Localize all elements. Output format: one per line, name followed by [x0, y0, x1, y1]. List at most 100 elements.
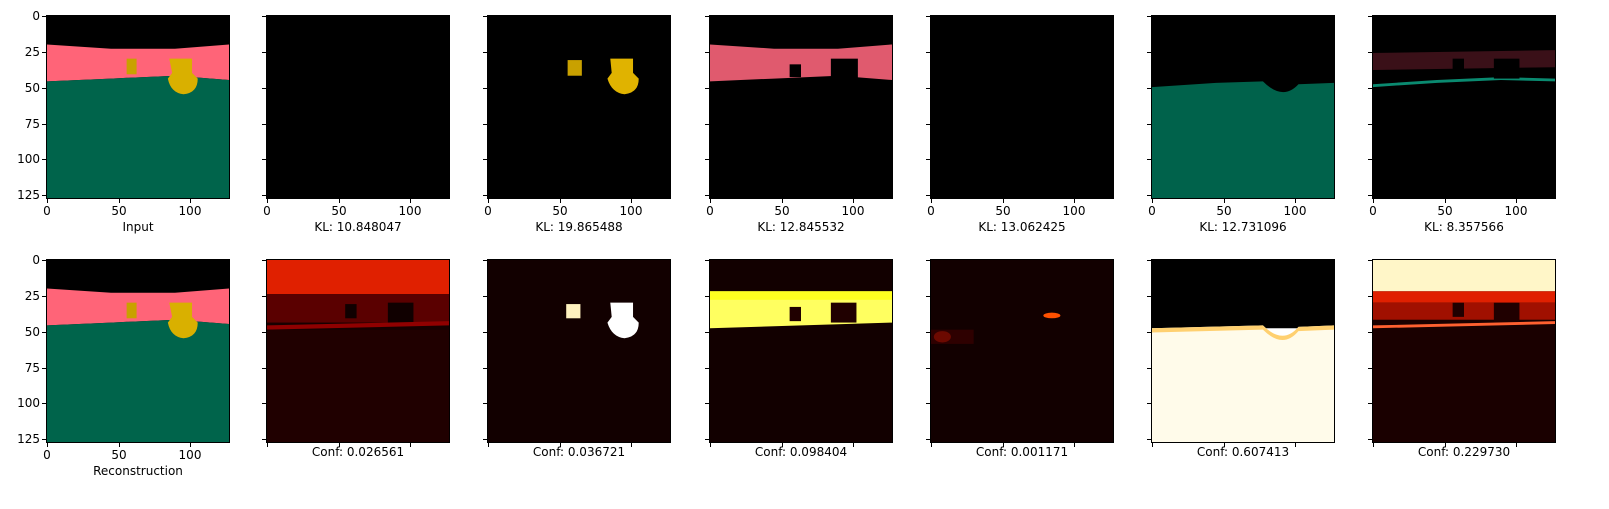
x-tick-label: 50	[111, 448, 127, 462]
y-tickmark	[1368, 52, 1372, 53]
y-tick-label: 0	[32, 9, 40, 23]
panel-caption: KL: 10.848047	[314, 220, 402, 234]
y-tickmark	[926, 159, 930, 160]
x-tickmark	[853, 199, 854, 203]
y-tickmark	[926, 332, 930, 333]
image-panel	[266, 15, 450, 199]
x-tick-label: 0	[927, 204, 935, 218]
panel-caption: KL: 8.357566	[1424, 220, 1504, 234]
y-tick-label: 75	[24, 117, 40, 131]
panel-caption: KL: 13.062425	[978, 220, 1066, 234]
y-tickmark	[483, 403, 487, 404]
y-tickmark	[926, 260, 930, 261]
y-tickmark	[483, 260, 487, 261]
y-tickmark	[483, 439, 487, 440]
y-tickmark	[1147, 195, 1151, 196]
x-tickmark	[410, 199, 411, 203]
x-tickmark	[1224, 443, 1225, 447]
panel-caption: KL: 19.865488	[535, 220, 623, 234]
x-tickmark	[190, 199, 191, 203]
x-tickmark	[1003, 443, 1004, 447]
x-tickmark	[853, 443, 854, 447]
y-tickmark	[1368, 159, 1372, 160]
y-tickmark	[1147, 159, 1151, 160]
panel-caption: Conf: 0.001171	[975, 445, 1069, 459]
y-tickmark	[42, 52, 46, 53]
panel-caption: KL: 12.731096	[1199, 220, 1287, 234]
y-tickmark	[42, 332, 46, 333]
x-tick-label: 50	[552, 204, 568, 218]
x-tickmark	[488, 199, 489, 203]
y-tick-label: 50	[24, 325, 40, 339]
x-tick-label: 100	[178, 204, 202, 218]
image-panel	[46, 15, 230, 199]
y-tickmark	[262, 88, 266, 89]
y-tickmark	[1368, 439, 1372, 440]
y-tickmark	[1368, 368, 1372, 369]
x-tickmark	[560, 443, 561, 447]
y-tickmark	[1147, 16, 1151, 17]
x-tickmark	[119, 199, 120, 203]
y-tick-label: 25	[24, 45, 40, 59]
y-tickmark	[42, 195, 46, 196]
image-panel	[709, 15, 893, 199]
y-tickmark	[705, 88, 709, 89]
x-tick-label: 0	[706, 204, 714, 218]
x-tickmark	[1152, 199, 1153, 203]
x-tickmark	[190, 443, 191, 447]
x-tickmark	[710, 199, 711, 203]
x-tickmark	[1445, 199, 1446, 203]
x-tickmark	[410, 443, 411, 447]
x-tickmark	[1516, 199, 1517, 203]
y-tickmark	[483, 296, 487, 297]
y-tickmark	[1368, 16, 1372, 17]
x-tickmark	[782, 199, 783, 203]
x-tick-label: 50	[1437, 204, 1453, 218]
y-tickmark	[262, 260, 266, 261]
y-tickmark	[42, 124, 46, 125]
y-tickmark	[262, 124, 266, 125]
y-tickmark	[483, 368, 487, 369]
y-tickmark	[705, 368, 709, 369]
image-panel	[46, 259, 230, 443]
y-tickmark	[262, 403, 266, 404]
y-tickmark	[262, 16, 266, 17]
y-tickmark	[262, 159, 266, 160]
image-panel	[930, 259, 1114, 443]
y-tickmark	[926, 195, 930, 196]
x-tickmark	[1074, 199, 1075, 203]
y-tickmark	[262, 52, 266, 53]
x-tick-label: 50	[331, 204, 347, 218]
panel-caption: Conf: 0.229730	[1417, 445, 1511, 459]
y-tickmark	[705, 124, 709, 125]
x-tick-label: 100	[398, 204, 422, 218]
y-tickmark	[926, 88, 930, 89]
y-tickmark	[262, 332, 266, 333]
x-tickmark	[931, 199, 932, 203]
x-tickmark	[119, 443, 120, 447]
y-tickmark	[1147, 124, 1151, 125]
y-tickmark	[705, 296, 709, 297]
y-tickmark	[926, 439, 930, 440]
x-tickmark	[1373, 443, 1374, 447]
x-tickmark	[1152, 443, 1153, 447]
image-panel	[930, 15, 1114, 199]
y-tickmark	[483, 52, 487, 53]
x-tick-label: 100	[1283, 204, 1307, 218]
y-tickmark	[1147, 439, 1151, 440]
x-tickmark	[1445, 443, 1446, 447]
y-tickmark	[705, 16, 709, 17]
y-tickmark	[926, 16, 930, 17]
panel-caption: Reconstruction	[93, 464, 183, 478]
y-tick-label: 125	[17, 432, 40, 446]
panel-caption: KL: 12.845532	[757, 220, 845, 234]
y-tickmark	[483, 16, 487, 17]
x-tickmark	[782, 443, 783, 447]
image-panel	[709, 259, 893, 443]
y-tickmark	[1147, 403, 1151, 404]
y-tickmark	[1368, 332, 1372, 333]
x-tick-label: 100	[178, 448, 202, 462]
y-tick-label: 0	[32, 253, 40, 267]
y-tick-label: 125	[17, 188, 40, 202]
y-tickmark	[1368, 403, 1372, 404]
